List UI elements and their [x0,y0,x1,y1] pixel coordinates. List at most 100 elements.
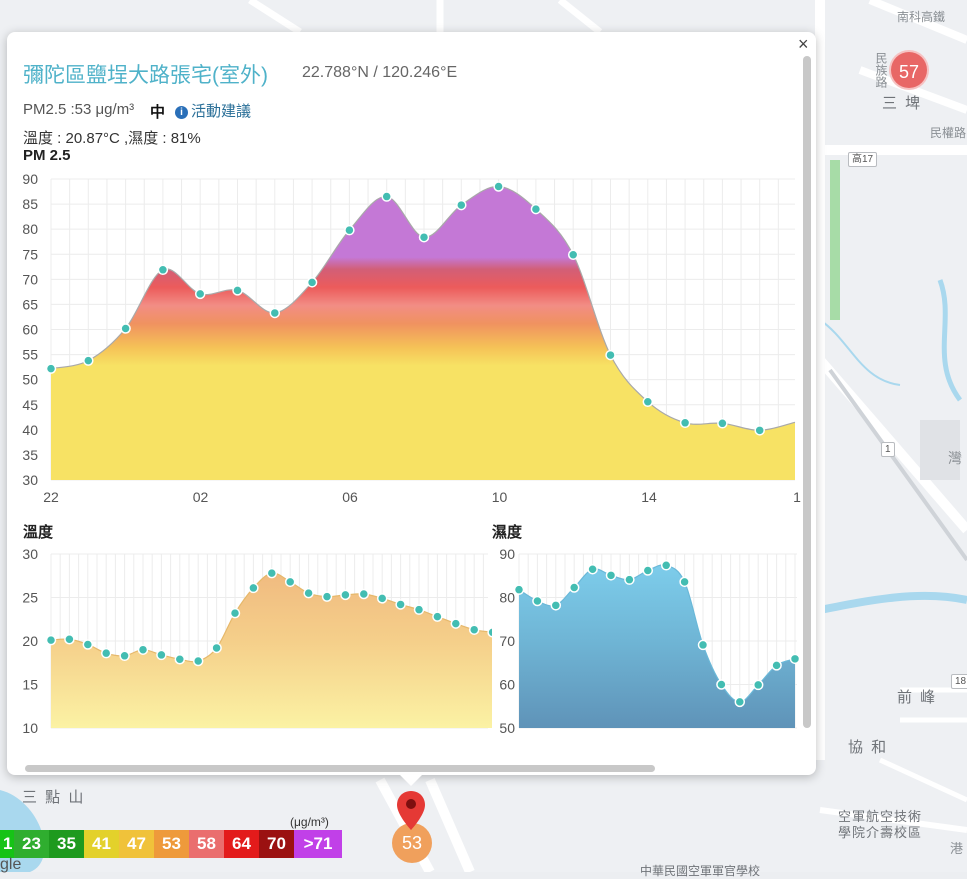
place-sandianshan: 三 點 山 [22,789,86,806]
series-area [51,573,492,728]
legend-item: >71 [294,830,342,858]
y-tick-label: 45 [22,397,38,413]
data-point [45,363,57,374]
data-point [717,418,728,429]
popup-tip [399,774,423,786]
data-point [789,653,801,665]
data-point [532,595,543,607]
station-coords: 22.788°N / 120.246°E [302,64,458,81]
google-logo: gle [0,856,22,873]
data-point [83,355,94,366]
data-point [232,285,243,296]
activity-advice-label: 活動建議 [191,103,252,120]
pm25-reading: PM2.5 :53 μg/m³ [23,101,135,118]
data-point [716,679,727,690]
data-point [381,191,392,202]
y-tick-label: 70 [22,271,38,287]
legend-item: 23 [14,830,49,858]
data-point [284,576,296,588]
y-tick-label: 25 [22,590,38,606]
data-point [157,264,169,276]
aq-marker-53[interactable]: 53 [392,823,432,863]
data-point [752,679,764,691]
place-sanpi: 三 埤 [882,95,923,112]
data-point [266,567,278,579]
highway-shield-17: 高17 [848,152,878,167]
legend-item: 41 [84,830,119,858]
data-point [156,649,167,661]
y-tick-label: 60 [22,322,38,338]
series-area [51,186,795,480]
y-tick-label: 50 [499,720,515,736]
y-tick-label: 75 [22,246,38,262]
legend-item: 70 [259,830,294,858]
y-tick-label: 60 [499,677,515,693]
y-tick-label: 15 [22,677,38,693]
road-nanke: 南科高鐵 [897,10,946,24]
data-point [567,249,579,261]
place-school-1: 空軍航空技術 [838,809,923,824]
data-point [395,599,406,610]
temperature-chart: 10 15 20 25 30 [22,546,492,736]
highway-shield-1: 1 [881,442,895,457]
data-point [679,576,690,588]
y-tick-label: 65 [22,296,38,312]
x-tick-label: 10 [492,489,508,505]
legend-item: 1 [0,830,14,858]
data-point [321,591,333,602]
place-qianfeng: 前 峰 [897,689,938,706]
y-tick-label: 30 [22,472,38,488]
data-point [432,611,443,622]
pm25-level: 中 [150,104,166,121]
aq-marker-57[interactable]: 57 [889,50,929,90]
data-point [450,618,462,629]
data-point [771,660,782,671]
road-minzu: 民族路 [874,52,888,88]
data-point [530,203,542,215]
data-point [679,417,691,429]
y-tick-label: 80 [499,590,515,606]
legend-item: 53 [154,830,189,858]
y-tick-label: 50 [22,372,38,388]
x-tick-label: 06 [342,489,358,505]
legend-unit: (μg/m³) [290,815,329,829]
close-icon[interactable]: × [798,34,809,54]
data-point [487,627,492,638]
data-point [568,582,580,593]
road-gang: 港 [950,841,964,856]
y-tick-label: 55 [22,347,38,363]
horizontal-scrollbar[interactable] [25,765,655,772]
station-popup: × 彌陀區鹽埕大路張宅(室外) 22.788°N / 120.246°E PM2… [7,32,816,775]
location-pin-icon[interactable] [396,790,426,832]
activity-advice-link[interactable]: i 活動建議 [175,100,251,121]
vertical-scrollbar[interactable] [803,56,811,728]
series-area [519,564,795,728]
humidity-chart-title: 濕度 [492,524,523,541]
data-point [120,323,131,334]
place-xiehe: 協 和 [848,739,889,756]
info-icon: i [175,106,188,119]
y-tick-label: 30 [22,546,38,562]
data-point [413,604,425,615]
legend-item: 47 [119,830,154,858]
data-point [340,589,351,601]
place-mil-school: 中華民國空軍軍官學校 [640,864,761,878]
y-tick-label: 90 [499,546,515,562]
data-point [119,650,130,662]
data-point [358,588,370,600]
data-point [269,307,281,319]
pm25-chart-title: PM 2.5 [23,147,71,164]
x-tick-label: 14 [641,489,657,505]
data-point [605,349,616,361]
data-point [697,639,709,651]
pm25-legend: 1 23 35 41 47 53 58 64 70 >71 [0,830,342,858]
y-tick-label: 20 [22,633,38,649]
data-point [229,607,241,619]
data-point [45,634,57,646]
x-tick-label: 02 [193,489,209,505]
data-point [306,277,318,288]
temp-chart-title: 溫度 [23,524,54,541]
data-point [194,288,206,300]
data-point [192,655,204,667]
data-point [174,654,186,665]
